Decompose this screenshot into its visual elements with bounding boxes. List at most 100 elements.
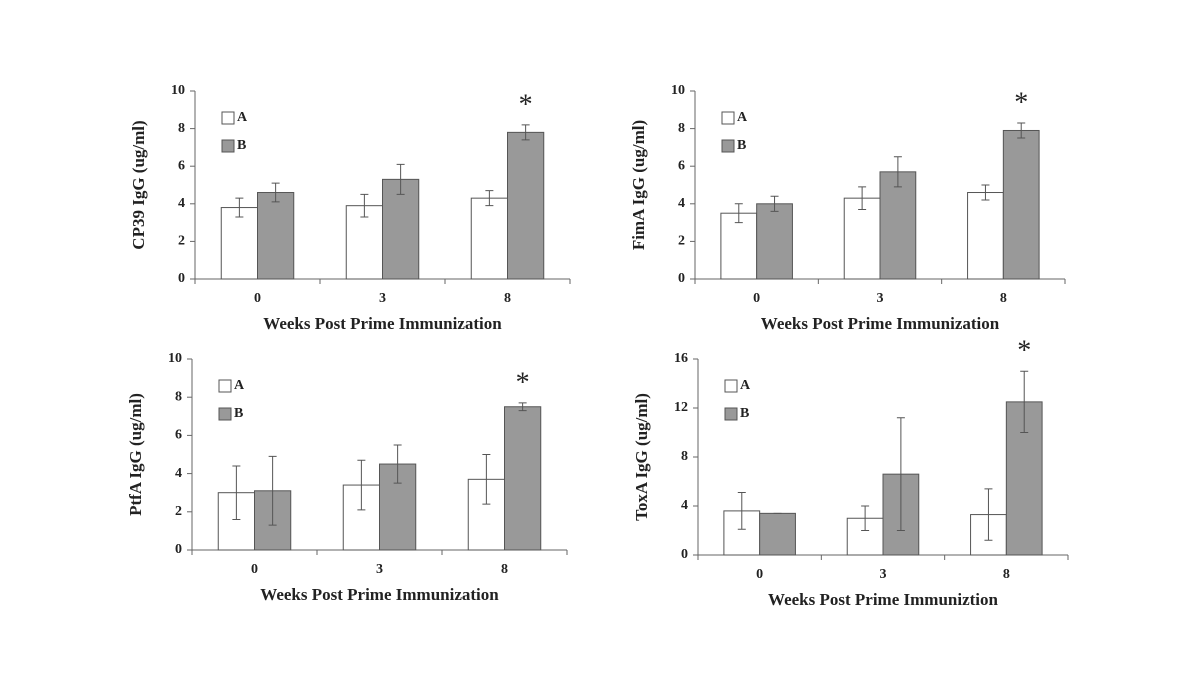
legend-swatch	[221, 139, 235, 153]
error-bar	[232, 465, 241, 520]
annotation: *	[519, 89, 533, 120]
x-tick-label: 3	[376, 562, 383, 577]
bar	[1002, 129, 1040, 280]
legend-swatch	[221, 111, 235, 125]
y-axis-label: ToxA IgG (ug/ml)	[632, 393, 651, 521]
legend-label: B	[234, 406, 243, 421]
x-tick-label: 3	[877, 291, 884, 306]
y-tick-label: 0	[681, 547, 688, 562]
x-tick-label: 0	[254, 291, 261, 306]
x-axis-label: Weeks Post Prime Immuniztion	[768, 590, 998, 609]
y-tick-label: 4	[178, 196, 185, 211]
annotation: *	[1017, 336, 1031, 367]
legend-label: B	[740, 406, 749, 421]
bar	[382, 178, 420, 280]
bar	[470, 197, 508, 280]
y-tick-label: 8	[681, 449, 688, 464]
legend-label: A	[737, 110, 748, 125]
error-bar	[770, 195, 779, 212]
bar	[720, 212, 758, 280]
x-tick-label: 3	[379, 291, 386, 306]
y-tick-label: 4	[678, 196, 685, 211]
bar	[843, 197, 881, 280]
y-tick-label: 2	[175, 504, 182, 519]
y-axis-label: PtfA IgG (ug/ml)	[126, 393, 145, 516]
x-axis-label: Weeks Post Prime Immunization	[761, 314, 1000, 333]
y-tick-label: 6	[178, 158, 185, 173]
y-tick-label: 8	[178, 121, 185, 136]
legend-label: B	[237, 138, 246, 153]
legend-swatch	[218, 407, 232, 421]
y-tick-label: 0	[678, 271, 685, 286]
y-tick-label: 8	[175, 389, 182, 404]
error-bar	[893, 156, 902, 188]
error-bar	[235, 197, 244, 218]
error-bar	[896, 417, 905, 531]
annotation: *	[516, 367, 530, 398]
y-tick-label: 10	[171, 83, 185, 98]
error-bar	[396, 163, 405, 195]
y-tick-label: 10	[671, 83, 685, 98]
bar	[257, 192, 295, 280]
legend-swatch	[218, 379, 232, 393]
bar	[756, 203, 793, 280]
error-bar	[482, 454, 491, 505]
y-tick-label: 12	[674, 400, 688, 415]
x-axis-label: Weeks Post Prime Immunization	[260, 585, 499, 604]
bar	[759, 512, 796, 556]
error-bar	[485, 190, 494, 207]
error-bar	[1020, 370, 1029, 433]
bar	[879, 171, 917, 280]
error-bar	[861, 505, 870, 531]
legend-swatch	[721, 111, 735, 125]
x-tick-label: 3	[880, 567, 887, 582]
y-axis-label: CP39 IgG (ug/ml)	[129, 120, 148, 249]
annotation: *	[1014, 87, 1028, 118]
legend-label: B	[737, 138, 746, 153]
y-tick-label: 6	[678, 158, 685, 173]
y-tick-label: 2	[678, 234, 685, 249]
error-bar	[268, 455, 277, 526]
error-bar	[518, 402, 527, 412]
y-axis-label: FimA IgG (ug/ml)	[629, 120, 648, 250]
error-bar	[393, 444, 402, 484]
legend-swatch	[724, 407, 738, 421]
error-bar	[1017, 122, 1026, 139]
error-bar	[984, 488, 993, 541]
x-tick-label: 8	[504, 291, 511, 306]
x-tick-label: 8	[1000, 291, 1007, 306]
error-bar	[734, 203, 743, 224]
error-bar	[357, 459, 366, 511]
error-bar	[360, 193, 369, 218]
legend-swatch	[724, 379, 738, 393]
y-tick-label: 0	[178, 271, 185, 286]
error-bar	[271, 182, 280, 203]
y-tick-label: 4	[681, 498, 688, 513]
legend-label: A	[234, 378, 245, 393]
x-tick-label: 8	[501, 562, 508, 577]
bar	[507, 131, 545, 280]
x-tick-label: 8	[1003, 567, 1010, 582]
y-tick-label: 8	[678, 121, 685, 136]
y-tick-label: 2	[178, 234, 185, 249]
legend-label: A	[237, 110, 248, 125]
y-tick-label: 6	[175, 428, 182, 443]
x-tick-label: 0	[756, 567, 763, 582]
x-axis-label: Weeks Post Prime Immunization	[263, 314, 502, 333]
y-tick-label: 0	[175, 542, 182, 557]
x-tick-label: 0	[251, 562, 258, 577]
error-bar	[858, 186, 867, 210]
bar	[504, 406, 542, 551]
bar	[967, 192, 1004, 280]
bar	[220, 207, 258, 280]
error-bar	[981, 184, 990, 201]
bar	[345, 205, 383, 280]
legend-swatch	[721, 139, 735, 153]
y-tick-label: 10	[168, 351, 182, 366]
error-bar	[737, 492, 746, 530]
error-bar	[521, 124, 530, 141]
y-tick-label: 16	[674, 351, 688, 366]
y-tick-label: 4	[175, 466, 182, 481]
x-tick-label: 0	[753, 291, 760, 306]
